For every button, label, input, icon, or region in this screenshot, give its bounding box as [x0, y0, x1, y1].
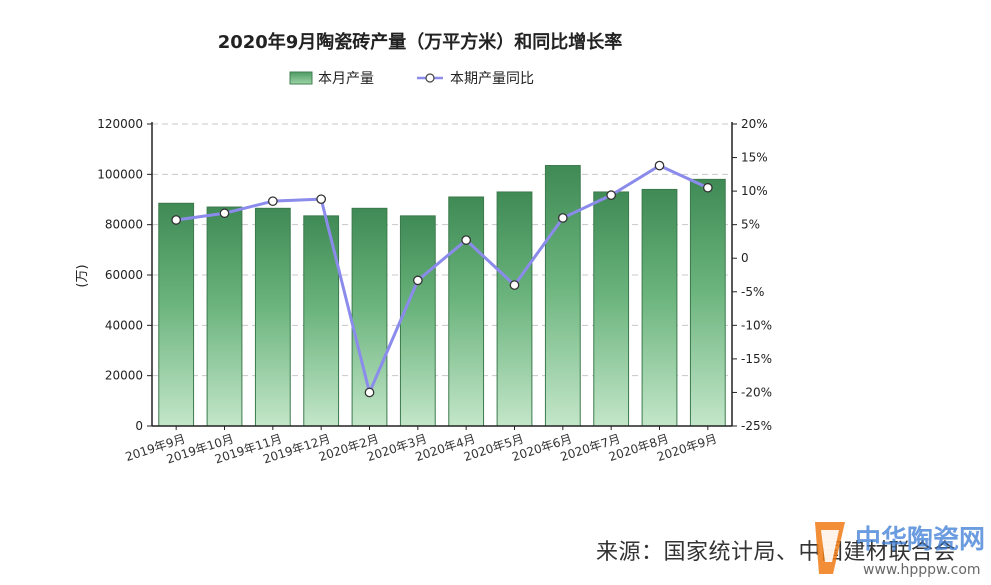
- bar: [254, 207, 291, 427]
- watermark-url: www.hpppw.com: [863, 562, 981, 578]
- y2-tick-label: -25%: [741, 419, 772, 433]
- y2-tick-label: -15%: [741, 352, 772, 366]
- y2-tick-label: 5%: [741, 218, 760, 232]
- line-point: [171, 215, 182, 225]
- watermark-brand: 中华陶瓷网: [855, 524, 985, 555]
- line-point: [606, 190, 617, 200]
- y2-tick-label: -5%: [741, 285, 764, 299]
- y-tick-label: 80000: [105, 218, 143, 232]
- bar: [448, 196, 485, 427]
- source-text: 来源：国家统计局、中国建材联合会: [596, 540, 957, 565]
- line-point: [412, 275, 423, 286]
- watermark-logo: 中华陶瓷网 www.hpppw.com: [815, 522, 985, 578]
- line-point: [702, 182, 713, 193]
- y-axis-label: (万): [75, 264, 90, 287]
- legend: 本月产量 本期产量同比: [289, 71, 534, 87]
- line-point: [654, 160, 665, 171]
- legend-line-marker: [425, 73, 435, 83]
- line-point: [509, 280, 520, 290]
- chart-title: 2020年9月陶瓷砖产量（万平方米）和同比增长率: [218, 31, 623, 53]
- y2-tick-label: 0: [741, 251, 749, 265]
- bar: [206, 206, 243, 427]
- y2-tick-label: -10%: [741, 318, 772, 332]
- y-tick-label: 100000: [97, 167, 143, 181]
- line-point: [267, 196, 278, 207]
- x-axis-ticks: 2019年9月2019年10月2019年11月2019年12月2020年2月20…: [124, 426, 719, 466]
- bar-series: [158, 165, 726, 427]
- bar: [158, 202, 195, 427]
- legend-line-label: 本期产量同比: [450, 71, 534, 87]
- y-axis-ticks: 0 20000 40000 60000 80000 100000 120000: [97, 117, 152, 433]
- y-tick-label: 60000: [105, 268, 143, 282]
- legend-bar-label: 本月产量: [318, 71, 374, 87]
- bar: [641, 188, 678, 427]
- y2-tick-label: -20%: [741, 385, 772, 399]
- line-point: [557, 213, 568, 223]
- growth-line: [175, 164, 709, 394]
- line-point: [316, 194, 327, 205]
- y2-axis-ticks: -25% -20% -15% -10% -5% 0 5% 10% 15% 20%: [732, 117, 772, 433]
- line-point: [219, 208, 230, 219]
- line-point: [461, 235, 472, 245]
- line-point: [364, 387, 375, 398]
- y-tick-label: 120000: [97, 117, 143, 131]
- y-tick-label: 20000: [105, 369, 143, 383]
- y-tick-label: 0: [135, 419, 143, 433]
- y2-tick-label: 10%: [741, 184, 768, 198]
- legend-bar-swatch: [289, 71, 313, 85]
- bar: [689, 178, 726, 427]
- y2-tick-label: 15%: [741, 151, 768, 165]
- y-tick-label: 40000: [105, 318, 143, 332]
- bar: [544, 165, 581, 427]
- grid-lines: [152, 123, 732, 377]
- line-series: [171, 160, 713, 398]
- bar: [593, 191, 630, 427]
- bar: [496, 191, 533, 427]
- bar: [399, 215, 436, 427]
- y2-tick-label: 20%: [741, 117, 768, 131]
